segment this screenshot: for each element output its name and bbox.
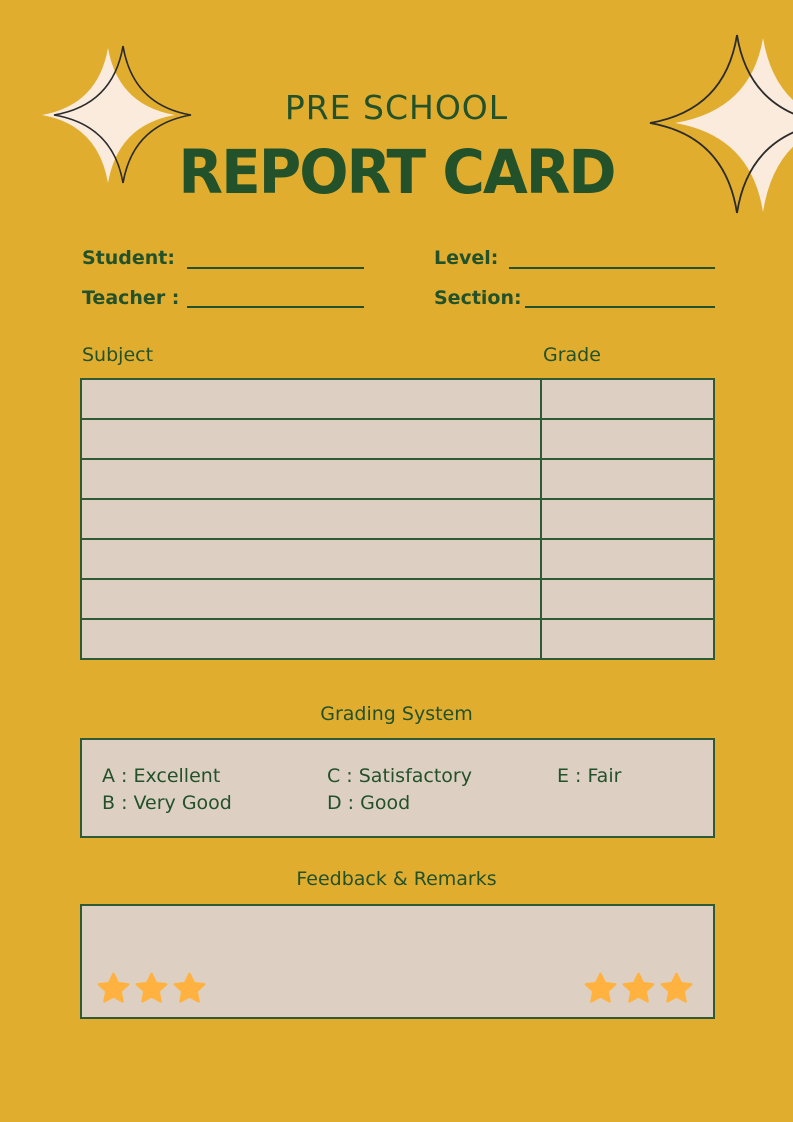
grading-system-box: A : Excellent B : Very Good C : Satisfac… [80,738,715,838]
table-row [80,458,715,500]
star-icon [173,972,206,1003]
subject-cell[interactable] [80,538,542,580]
level-field[interactable] [509,267,715,269]
section-field[interactable] [525,306,715,308]
grade-cell[interactable] [540,458,715,500]
student-label: Student: [82,247,175,269]
table-row [80,418,715,460]
level-label: Level: [434,247,499,269]
stars-left [95,970,208,1007]
star-icon [584,972,617,1003]
subject-cell[interactable] [80,458,542,500]
grading-system-title: Grading System [320,703,473,725]
star-icon [622,972,655,1003]
grade-header: Grade [543,344,601,366]
grade-cell[interactable] [540,378,715,420]
subject-cell[interactable] [80,618,542,660]
sparkle-icon [42,48,175,183]
feedback-box[interactable] [80,904,715,1019]
stars-right [582,970,695,1007]
grade-cell[interactable] [540,618,715,660]
grade-item: B : Very Good [102,792,232,814]
grades-table [80,378,715,660]
table-row [80,578,715,620]
table-row [80,498,715,540]
feedback-title: Feedback & Remarks [296,868,497,890]
star-icon [97,972,130,1003]
subject-cell[interactable] [80,378,542,420]
subject-header: Subject [82,344,154,366]
table-row [80,618,715,660]
star-icon [660,972,693,1003]
grade-cell[interactable] [540,418,715,460]
grade-item: E : Fair [557,765,622,787]
grade-item: D : Good [327,792,411,814]
teacher-field[interactable] [187,306,364,308]
grade-item: C : Satisfactory [327,765,472,787]
table-row [80,378,715,420]
star-icon [135,972,168,1003]
subject-cell[interactable] [80,498,542,540]
subject-cell[interactable] [80,418,542,460]
student-field[interactable] [187,267,364,269]
grade-cell[interactable] [540,498,715,540]
subject-cell[interactable] [80,578,542,620]
page-title: REPORT CARD [178,136,616,208]
subtitle: PRE SCHOOL [284,88,509,127]
grade-item: A : Excellent [102,765,221,787]
teacher-label: Teacher : [82,287,180,309]
sparkle-outline-icon [53,45,192,184]
table-row [80,538,715,580]
grade-cell[interactable] [540,538,715,580]
sparkle-outline-icon [649,34,793,214]
sparkle-icon [675,38,793,212]
section-label: Section: [434,287,522,309]
grade-cell[interactable] [540,578,715,620]
